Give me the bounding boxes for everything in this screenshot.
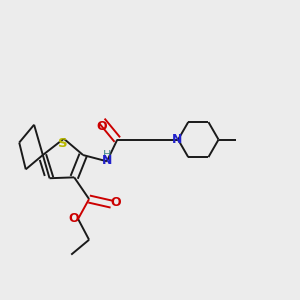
Text: S: S: [58, 137, 68, 150]
Text: N: N: [102, 154, 113, 167]
Text: N: N: [172, 133, 182, 146]
Text: O: O: [96, 120, 106, 133]
Text: H: H: [103, 150, 111, 160]
Text: O: O: [110, 196, 121, 209]
Text: O: O: [68, 212, 79, 226]
